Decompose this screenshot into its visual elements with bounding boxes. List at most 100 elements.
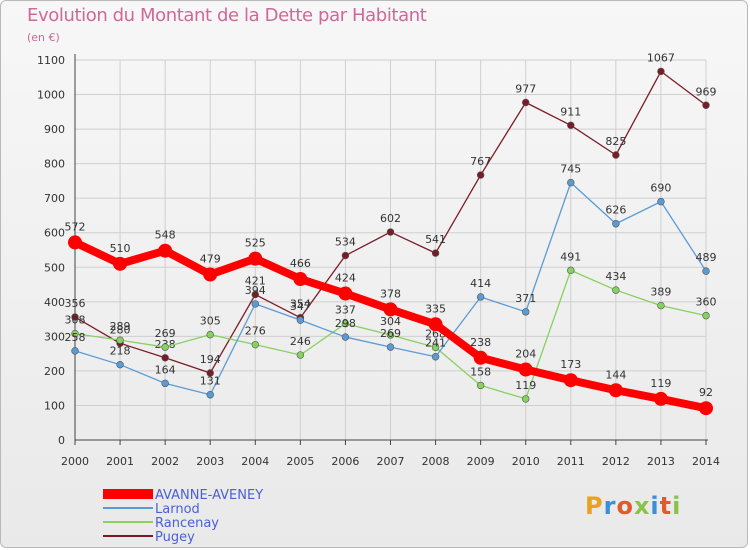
data-point (476, 381, 485, 390)
data-point (428, 317, 443, 332)
data-label: 424 (335, 272, 356, 285)
y-tick-label: 600 (44, 227, 65, 240)
y-tick-label: 500 (44, 261, 65, 274)
data-point (518, 362, 533, 377)
data-label: 356 (65, 297, 86, 310)
data-point (383, 302, 398, 317)
data-label: 269 (155, 327, 176, 340)
series-larnod: 258 218 164 131 394 347 298 269 241 414 371 745 626 6… (65, 163, 717, 399)
y-tick-label: 1000 (37, 89, 65, 102)
data-label: 92 (699, 386, 713, 399)
data-point (341, 319, 350, 328)
data-point (386, 343, 395, 351)
y-tick-label: 1100 (37, 54, 65, 67)
data-label: 969 (696, 85, 717, 98)
data-point (341, 333, 350, 341)
x-tick-label: 2005 (286, 455, 314, 468)
logo-letter: P (585, 492, 604, 520)
data-label: 304 (380, 315, 401, 328)
data-label: 421 (245, 275, 266, 288)
data-point (206, 391, 214, 399)
data-point (116, 336, 124, 344)
logo-letter: o (616, 492, 634, 520)
data-label: 690 (650, 182, 671, 195)
data-point (71, 329, 79, 338)
series-rancenay: 3082892693052762463373042681581194914343… (65, 250, 717, 403)
data-point (158, 243, 173, 258)
data-point (657, 67, 665, 76)
data-label: 298 (335, 317, 356, 330)
data-label: 626 (605, 204, 626, 217)
x-tick-label: 2012 (602, 455, 630, 468)
data-point (386, 228, 395, 236)
logo-letter: i (672, 492, 682, 520)
data-point (653, 391, 668, 406)
data-label: 194 (200, 353, 221, 366)
data-label: 305 (200, 315, 221, 328)
data-point (68, 235, 82, 250)
data-point (293, 272, 308, 287)
data-point (113, 256, 128, 271)
data-label: 1067 (647, 51, 675, 64)
data-label: 246 (290, 335, 311, 348)
data-point (431, 343, 440, 352)
data-label: 414 (470, 277, 491, 290)
data-point (341, 251, 350, 260)
data-point (251, 300, 259, 308)
data-point (522, 395, 530, 403)
data-label: 241 (425, 337, 446, 350)
legend-swatch-larnod (103, 507, 153, 509)
data-label: 360 (696, 296, 717, 309)
data-point (71, 313, 79, 321)
y-tick-label: 400 (44, 296, 65, 309)
x-tick-label: 2000 (61, 455, 89, 468)
data-label: 258 (65, 331, 86, 344)
data-label: 510 (110, 242, 131, 255)
data-label: 479 (200, 253, 221, 266)
data-label: 218 (110, 345, 131, 358)
data-label: 371 (515, 292, 536, 305)
data-label: 389 (650, 286, 671, 299)
y-tick-label: 900 (44, 123, 65, 136)
legend-label-rancenay: Rancenay (155, 516, 219, 531)
data-point (699, 401, 713, 416)
x-tick-label: 2008 (422, 455, 450, 468)
data-point (702, 101, 710, 109)
x-tick-label: 2009 (467, 455, 495, 468)
data-point (248, 251, 263, 266)
data-label: 394 (245, 284, 266, 297)
proxiti-logo: Proxiti (585, 492, 681, 520)
data-label: 541 (425, 233, 446, 246)
logo-letter: i (650, 492, 660, 520)
x-tick-label: 2014 (692, 455, 720, 468)
data-label: 131 (200, 375, 221, 388)
logo-letter: t (659, 492, 673, 520)
data-label: 164 (155, 363, 176, 376)
data-point (612, 151, 620, 159)
data-point (161, 379, 169, 388)
y-tick-label: 300 (44, 330, 65, 343)
data-point (567, 266, 575, 275)
y-tick-label: 800 (44, 158, 65, 171)
data-point (563, 373, 578, 388)
data-label: 269 (380, 327, 401, 340)
data-point (431, 249, 440, 257)
data-point (251, 340, 259, 349)
x-tick-label: 2003 (196, 455, 224, 468)
data-label: 434 (605, 270, 626, 283)
data-point (476, 293, 485, 301)
data-label: 308 (65, 314, 86, 327)
legend-label-avanne-aveney: AVANNE-AVENEY (155, 488, 263, 503)
data-label: 767 (470, 155, 491, 168)
data-label: 335 (425, 302, 446, 315)
data-label: 602 (380, 212, 401, 225)
chart-title: Evolution du Montant de la Dette par Hab… (27, 5, 427, 26)
series-pugey: 356 280 238 194 421 354 534 602 541 767 977 911 825 1… (65, 51, 717, 377)
data-point (702, 311, 710, 320)
logo-letter: x (633, 492, 651, 520)
data-point (251, 290, 259, 299)
data-point (386, 331, 395, 339)
